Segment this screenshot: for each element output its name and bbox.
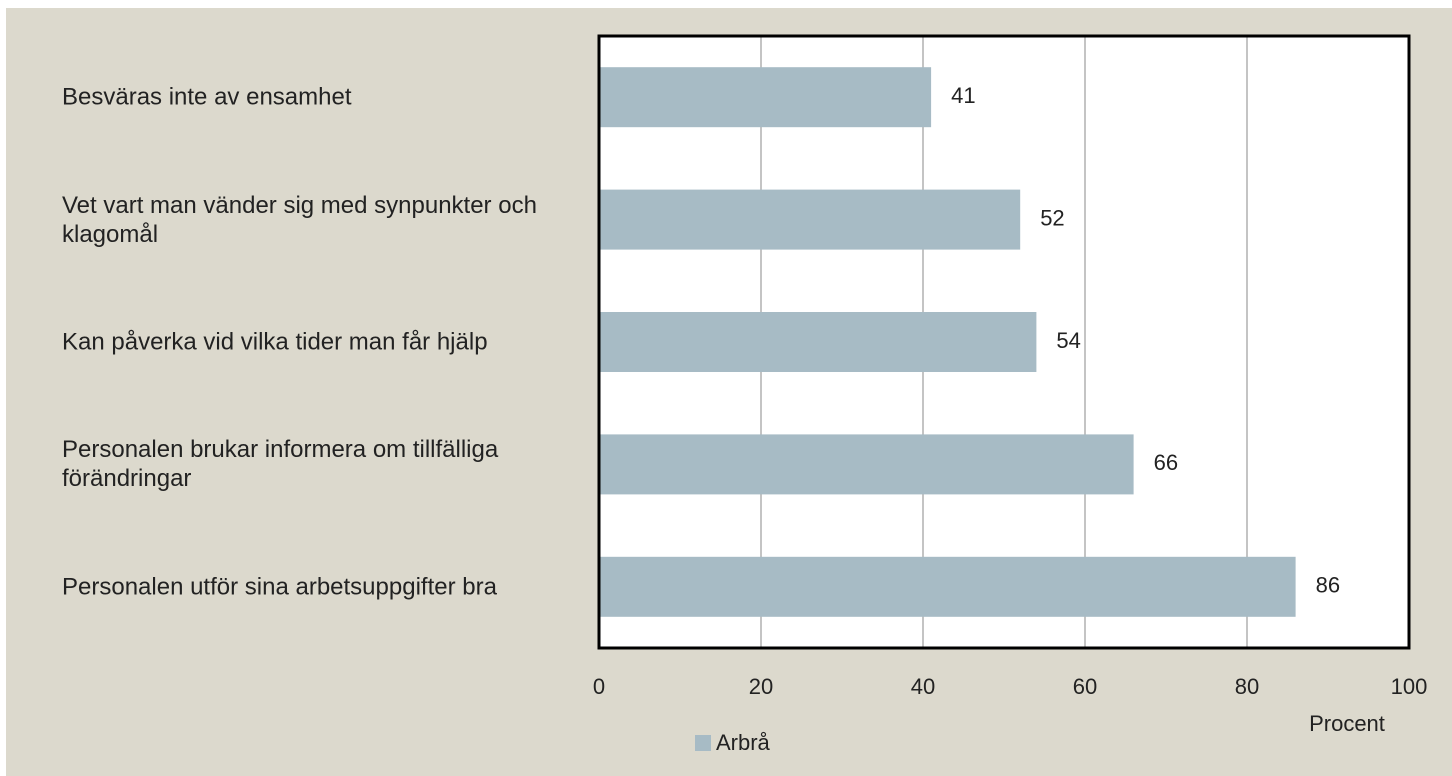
value-label: 52	[1040, 205, 1064, 230]
legend-swatch	[695, 735, 711, 751]
category-label: Kan påverka vid vilka tider man får hjäl…	[62, 328, 488, 356]
x-tick-label: 0	[593, 674, 605, 699]
bar	[599, 556, 1296, 617]
category-label: Besväras inte av ensamhet	[62, 83, 352, 111]
value-label: 41	[951, 83, 975, 108]
category-label: Vet vart man vänder sig med synpunkter o…	[62, 191, 537, 248]
x-tick-label: 20	[749, 674, 773, 699]
plot-border	[597, 34, 1411, 650]
x-axis-label: Procent	[1309, 711, 1385, 736]
bar	[599, 312, 1037, 372]
value-label: 54	[1056, 328, 1080, 353]
x-tick-label: 40	[911, 674, 935, 699]
category-label: Personalen brukar informera om tillfälli…	[62, 436, 499, 493]
bar	[599, 434, 1134, 495]
category-label: Personalen utför sina arbetsuppgifter br…	[62, 573, 497, 601]
legend-label: Arbrå	[716, 730, 771, 755]
x-tick-label: 60	[1073, 674, 1097, 699]
value-label: 66	[1154, 450, 1178, 475]
x-tick-label: 100	[1391, 674, 1428, 699]
bar	[599, 189, 1021, 250]
bar	[599, 67, 932, 128]
x-tick-label: 80	[1235, 674, 1259, 699]
value-label: 86	[1316, 573, 1340, 598]
